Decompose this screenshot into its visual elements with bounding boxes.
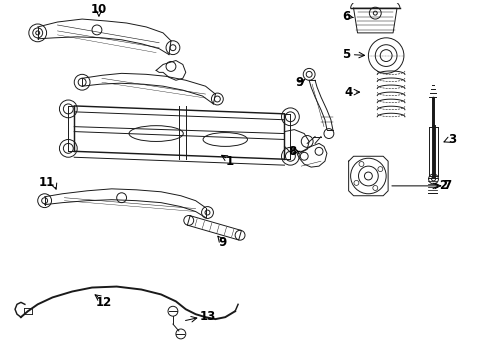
Text: 11: 11 — [39, 176, 55, 189]
Text: 6: 6 — [343, 10, 351, 23]
Text: 4: 4 — [344, 86, 353, 99]
Text: 8: 8 — [288, 145, 296, 158]
Text: 10: 10 — [91, 3, 107, 16]
Text: 7: 7 — [443, 179, 451, 192]
Text: 9: 9 — [295, 76, 303, 89]
Text: 13: 13 — [199, 310, 216, 323]
Text: 12: 12 — [96, 296, 112, 309]
Text: 5: 5 — [343, 48, 351, 61]
Text: 1: 1 — [226, 155, 234, 168]
Text: 9: 9 — [218, 236, 226, 249]
Text: 2: 2 — [440, 179, 447, 192]
Text: 3: 3 — [448, 133, 456, 146]
